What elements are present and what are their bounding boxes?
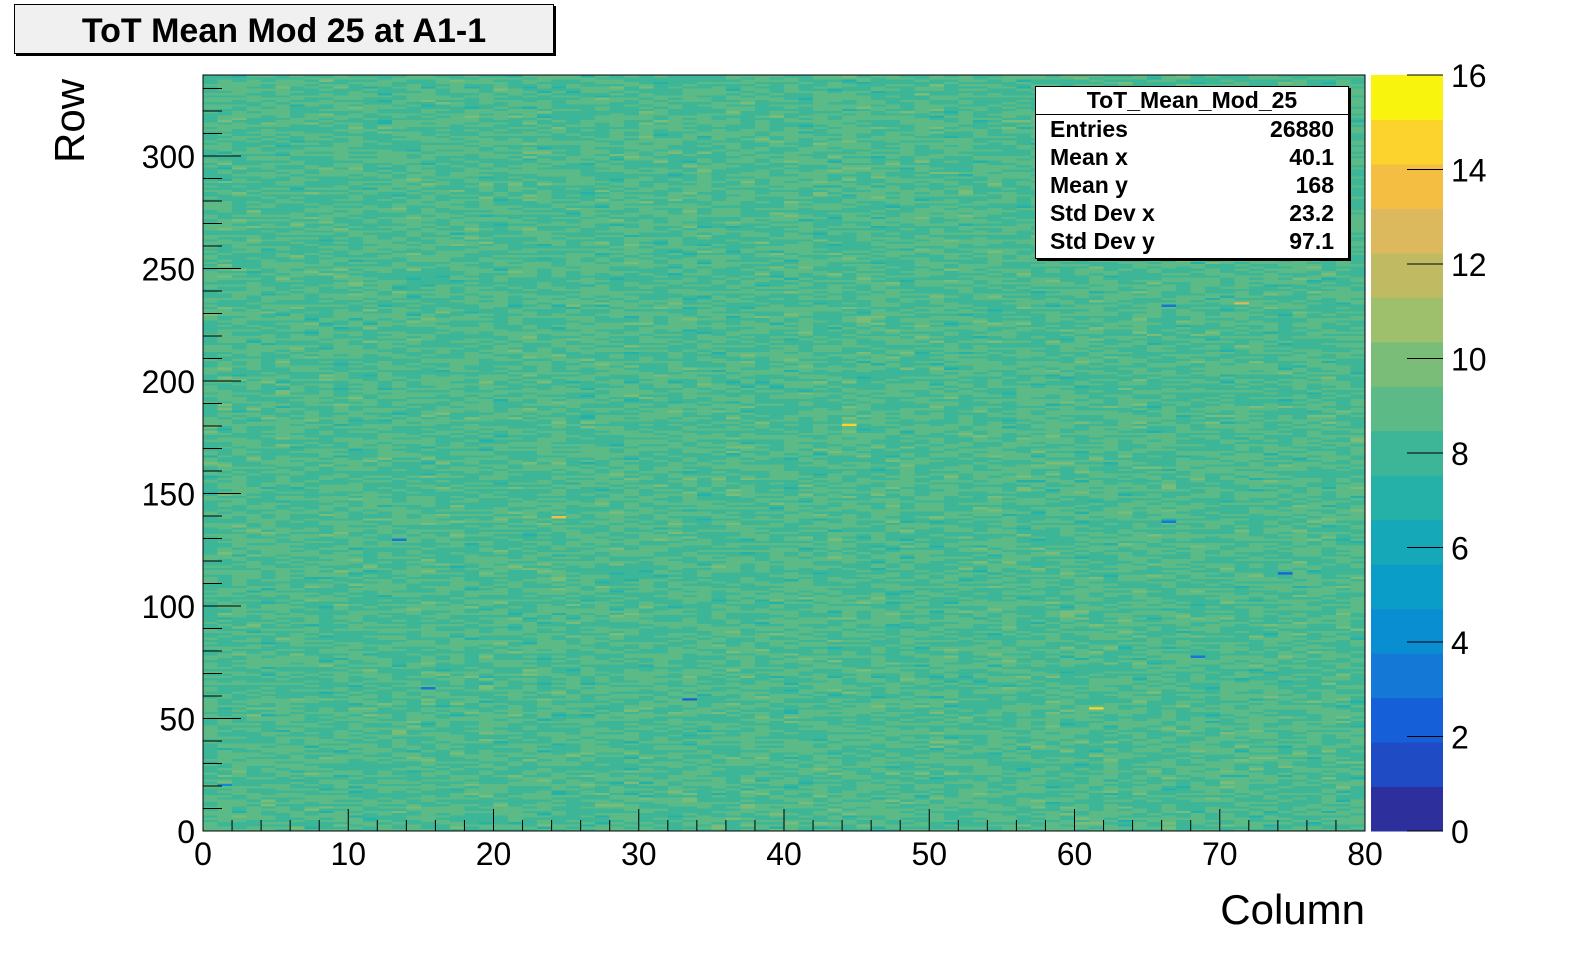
y-tick-label: 100: [142, 589, 195, 625]
palette-tick-label: 2: [1451, 720, 1469, 756]
x-tick-label: 70: [1202, 836, 1238, 872]
palette-tick-label: 4: [1451, 625, 1469, 661]
x-tick-label: 80: [1347, 836, 1383, 872]
heatmap-outlier-cell: [842, 423, 857, 426]
stats-value: 26880: [1270, 116, 1334, 142]
x-tick-label: 40: [766, 836, 802, 872]
palette-tick-label: 16: [1451, 58, 1487, 94]
palette-swatch: [1371, 75, 1443, 120]
y-tick-label: 300: [142, 139, 195, 175]
x-axis-title: Column: [1220, 886, 1365, 933]
palette-swatch: [1371, 386, 1443, 432]
heatmap-outlier-cell: [551, 516, 567, 519]
y-axis-title: Row: [46, 78, 93, 163]
stats-value: 168: [1295, 172, 1334, 198]
y-tick-label: 0: [177, 814, 195, 850]
stats-row-stddev-x: Std Dev x 23.2: [1036, 199, 1348, 227]
stats-value: 40.1: [1289, 144, 1334, 170]
stats-row-mean-y: Mean y 168: [1036, 171, 1348, 199]
chart-title-box: ToT Mean Mod 25 at A1-1: [14, 4, 554, 54]
x-tick-label: 10: [330, 836, 366, 872]
y-tick-label: 200: [142, 364, 195, 400]
palette-swatch: [1371, 297, 1443, 343]
palette-tick-label: 12: [1451, 247, 1487, 283]
palette-swatch: [1371, 252, 1443, 298]
palette-tick-label: 8: [1451, 436, 1469, 472]
heatmap-outlier-cell: [420, 687, 436, 690]
palette-swatch: [1371, 697, 1443, 743]
palette-swatch: [1371, 653, 1443, 699]
palette-tick-label: 10: [1451, 342, 1487, 378]
stats-key: Mean x: [1050, 144, 1128, 170]
heatmap-outlier-cell: [217, 783, 233, 786]
palette-swatch: [1371, 742, 1443, 788]
x-tick-label: 20: [476, 836, 512, 872]
x-tick-label: 60: [1057, 836, 1093, 872]
palette-swatch: [1371, 519, 1443, 565]
palette-swatch: [1371, 163, 1443, 209]
stats-key: Std Dev y: [1050, 228, 1155, 254]
heatmap-outlier-cell: [1161, 304, 1177, 307]
palette-swatch: [1371, 475, 1443, 521]
x-tick-label: 0: [194, 836, 212, 872]
y-tick-label: 250: [142, 252, 195, 288]
palette-tick-label: 0: [1451, 814, 1469, 850]
heatmap-outlier-cell: [1190, 655, 1206, 658]
heatmap-outlier-cell: [1234, 302, 1249, 305]
stats-row-mean-x: Mean x 40.1: [1036, 143, 1348, 171]
palette-swatch: [1371, 119, 1443, 165]
stats-row-entries: Entries 26880: [1036, 115, 1348, 143]
palette-swatch: [1371, 341, 1443, 387]
palette-swatch: [1371, 208, 1443, 254]
chart-title: ToT Mean Mod 25 at A1-1: [81, 12, 487, 50]
axes: 0 10 20 30 40 50 60 70 80 0 50 100 150 200 250 300: [142, 74, 1383, 872]
palette-tick-label: 6: [1451, 531, 1469, 567]
palette-swatch: [1371, 608, 1443, 654]
x-tick-label: 50: [911, 836, 947, 872]
heatmap-outlier-cell: [1277, 572, 1293, 575]
stats-value: 23.2: [1289, 200, 1334, 226]
palette-tick-label: 14: [1451, 153, 1487, 189]
stats-box: ToT_Mean_Mod_25 Entries 26880 Mean x 40.…: [1035, 86, 1349, 259]
y-tick-label: 50: [159, 702, 195, 738]
y-tick-label: 150: [142, 477, 195, 513]
stats-key: Std Dev x: [1050, 200, 1155, 226]
heatmap-outlier-cell: [682, 698, 697, 701]
palette-swatch: [1371, 564, 1443, 610]
stats-key: Mean y: [1050, 172, 1128, 198]
heatmap-outlier-cell: [1161, 520, 1177, 523]
x-tick-label: 30: [621, 836, 657, 872]
stats-key: Entries: [1050, 116, 1128, 142]
color-palette: 0 2 4 6 8 10 12 14 16: [1371, 58, 1487, 850]
palette-swatch: [1371, 786, 1443, 832]
stats-title: ToT_Mean_Mod_25: [1036, 87, 1348, 115]
heatmap-outlier-cell: [1089, 707, 1104, 710]
stats-value: 97.1: [1289, 228, 1334, 254]
stats-row-stddev-y: Std Dev y 97.1: [1036, 227, 1348, 255]
heatmap-outlier-cell: [391, 538, 407, 541]
